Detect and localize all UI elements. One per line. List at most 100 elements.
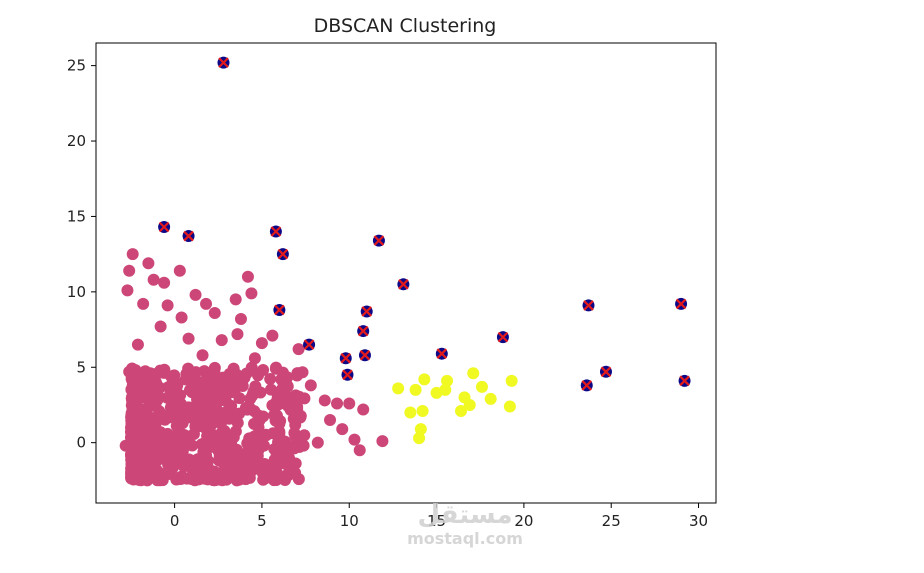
- noise-x-mark: [398, 279, 409, 290]
- chart-title: DBSCAN Clustering: [314, 15, 497, 37]
- noise-x-mark: [274, 304, 285, 316]
- noise-x-mark: [303, 339, 315, 350]
- y-tick-label: 20: [67, 132, 86, 150]
- cluster-0-point: [279, 470, 292, 483]
- cluster-0-point: [264, 372, 277, 385]
- cluster-0-point: [206, 395, 219, 408]
- cluster-0-point: [266, 329, 279, 342]
- cluster-0-point: [255, 337, 268, 350]
- cluster-0-point: [193, 465, 206, 478]
- cluster-0-point: [137, 464, 150, 477]
- cluster-0-point: [282, 451, 295, 464]
- cluster-0-point: [324, 414, 337, 427]
- cluster-0-point: [121, 284, 134, 297]
- y-tick-label: 10: [67, 283, 86, 301]
- x-tick-label: 20: [514, 512, 533, 530]
- y-tick-label: 15: [67, 207, 86, 225]
- cluster-0-point: [182, 332, 195, 345]
- cluster-1-point: [441, 374, 454, 387]
- cluster-1-point: [467, 367, 480, 380]
- cluster-1-point: [409, 383, 422, 396]
- cluster-1-point: [503, 400, 516, 413]
- noise-x-mark: [581, 380, 593, 391]
- cluster-0-point: [137, 297, 150, 310]
- cluster-0-point: [249, 380, 262, 393]
- cluster-1-point: [392, 382, 405, 395]
- cluster-0-point: [190, 376, 203, 389]
- cluster-0-point: [336, 423, 349, 436]
- cluster-0-point: [230, 474, 243, 487]
- cluster-0-point: [248, 352, 261, 365]
- x-tick-label: 30: [689, 512, 708, 530]
- cluster-1-point: [505, 374, 518, 387]
- cluster-0-point: [218, 424, 231, 437]
- plot-frame: [95, 42, 717, 504]
- cluster-0-point: [172, 409, 185, 422]
- noise-x-mark: [277, 248, 289, 260]
- cluster-0-point: [353, 444, 366, 457]
- noise-x-mark: [361, 306, 372, 317]
- cluster-0-point: [189, 288, 202, 301]
- cluster-0-point: [289, 418, 302, 431]
- cluster-0-point: [147, 273, 160, 286]
- cluster-0-point: [348, 433, 361, 446]
- cluster-0-point: [202, 432, 215, 445]
- cluster-0-point: [200, 297, 213, 310]
- cluster-0-point: [222, 377, 235, 390]
- cluster-0-point: [228, 409, 241, 422]
- cluster-0-point: [318, 394, 331, 407]
- cluster-0-point: [376, 435, 389, 448]
- cluster-0-point: [210, 386, 223, 399]
- cluster-0-point: [189, 366, 202, 379]
- y-tick-label: 0: [76, 434, 86, 452]
- cluster-0-point: [173, 264, 186, 277]
- cluster-0-point: [196, 349, 209, 362]
- cluster-1-point: [414, 423, 427, 436]
- cluster-0-point: [126, 248, 139, 261]
- y-tick-label: 25: [67, 57, 86, 75]
- noise-x-mark: [436, 348, 448, 359]
- cluster-1-point: [455, 405, 468, 417]
- cluster-0-point: [292, 343, 305, 356]
- cluster-1-point: [475, 380, 488, 393]
- cluster-0-point: [219, 457, 232, 470]
- cluster-0-point: [180, 458, 193, 471]
- noise-x-mark: [675, 298, 687, 310]
- cluster-0-point: [161, 299, 174, 312]
- noise-x-mark: [270, 226, 282, 237]
- cluster-0-point: [357, 403, 370, 416]
- y-tick-label: 5: [76, 358, 86, 376]
- cluster-0-point: [219, 468, 232, 481]
- cluster-0-point: [170, 419, 183, 432]
- cluster-0-point: [175, 311, 188, 324]
- cluster-0-point: [331, 397, 344, 410]
- noise-x-mark: [357, 325, 369, 337]
- noise-x-mark: [679, 375, 690, 387]
- cluster-1-group: [392, 367, 518, 445]
- cluster-0-point: [198, 443, 211, 456]
- noise-x-mark: [342, 369, 353, 381]
- cluster-0-point: [162, 381, 175, 394]
- noise-x-mark: [373, 235, 385, 246]
- cluster-0-point: [145, 436, 158, 449]
- cluster-0-point: [162, 430, 175, 443]
- cluster-1-point: [484, 392, 497, 405]
- cluster-0-point: [158, 276, 171, 289]
- cluster-0-point: [253, 414, 266, 427]
- cluster-0-point: [208, 465, 221, 478]
- cluster-0-point: [290, 408, 303, 421]
- x-tick-label: 25: [602, 512, 621, 530]
- cluster-1-point: [416, 405, 429, 417]
- cluster-0-point: [229, 293, 242, 306]
- noise-x-mark: [497, 331, 509, 343]
- cluster-0-point: [126, 391, 139, 404]
- cluster-1-point: [404, 406, 417, 419]
- cluster-0-point: [215, 334, 228, 347]
- noise-x-mark: [183, 230, 194, 242]
- noise-x-mark: [218, 57, 229, 68]
- cluster-0-point: [160, 450, 173, 463]
- noise-x-mark: [600, 366, 612, 378]
- cluster-0-point: [234, 313, 247, 325]
- noise-x-mark: [158, 221, 170, 233]
- cluster-0-point: [123, 264, 136, 277]
